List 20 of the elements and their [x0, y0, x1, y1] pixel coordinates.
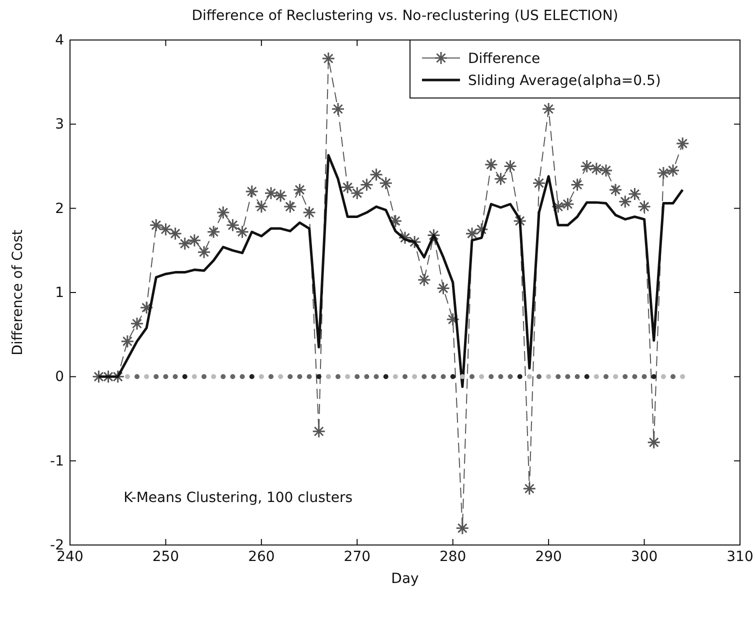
line-series — [97, 154, 684, 388]
y-axis-title: Difference of Cost — [10, 229, 26, 356]
x-tick-label: 260 — [248, 548, 275, 565]
x-tick-label: 250 — [152, 548, 180, 565]
x-tick-label: 300 — [630, 548, 658, 565]
y-tick-label: 1 — [55, 284, 64, 301]
y-tick-label: 4 — [55, 32, 64, 48]
y-tick-label: -1 — [50, 453, 64, 470]
x-tick-label: 270 — [344, 548, 371, 565]
y-tick-label: 2 — [55, 200, 64, 217]
x-axis-title: Day — [391, 571, 419, 587]
legend-label: Difference — [468, 51, 540, 67]
x-tick-label: 290 — [535, 548, 562, 565]
chart-title: Difference of Reclustering vs. No-reclustering (US ELECTION) — [192, 8, 618, 24]
legend-label: Sliding Average(alpha=0.5) — [468, 73, 661, 89]
annotation: K-Means Clustering, 100 clusters — [124, 490, 353, 506]
y-tick-label: 3 — [55, 116, 64, 133]
x-tick-label: 280 — [439, 548, 466, 565]
y-tick-label: 0 — [55, 369, 64, 386]
x-tick-label: 310 — [726, 548, 754, 565]
